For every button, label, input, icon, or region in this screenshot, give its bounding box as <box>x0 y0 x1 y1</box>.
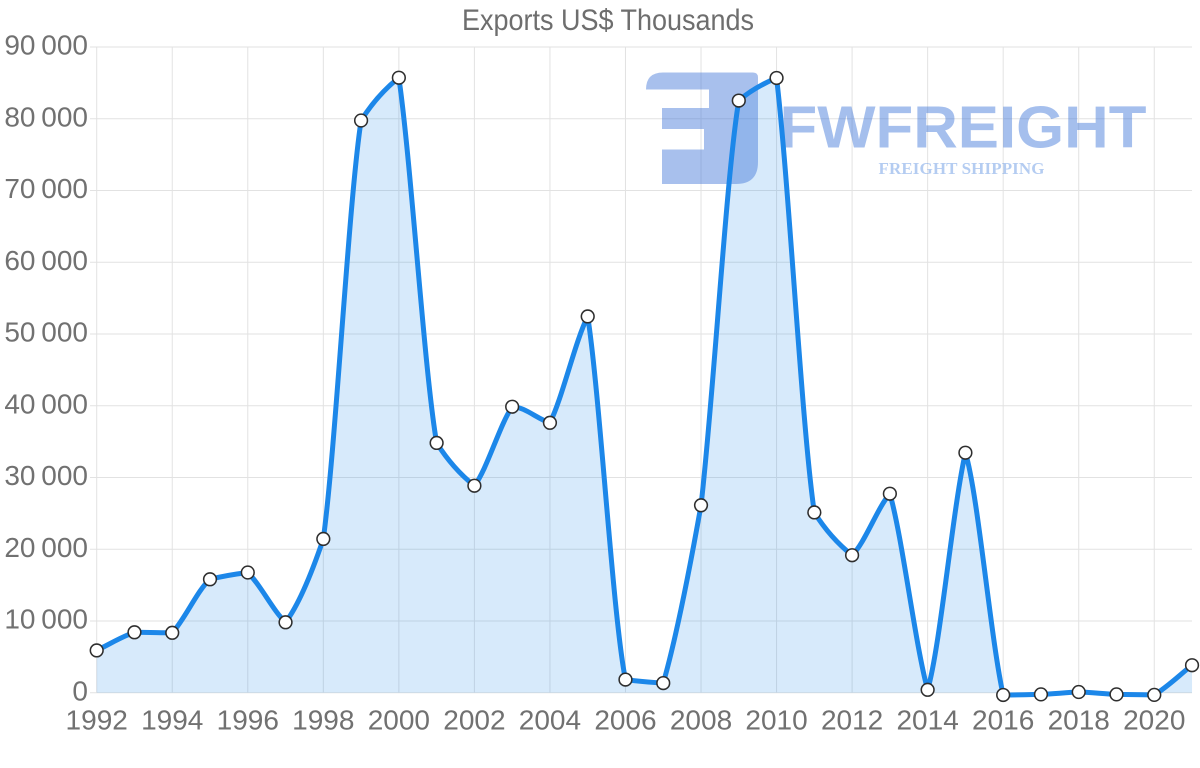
svg-text:0: 0 <box>72 675 88 706</box>
svg-text:30 000: 30 000 <box>4 460 88 491</box>
svg-text:2006: 2006 <box>594 705 656 736</box>
svg-text:2016: 2016 <box>972 705 1034 736</box>
svg-text:90 000: 90 000 <box>4 30 88 61</box>
svg-text:FWFREIGHT: FWFREIGHT <box>780 94 1147 160</box>
svg-text:2002: 2002 <box>443 705 505 736</box>
svg-text:2012: 2012 <box>821 705 883 736</box>
svg-text:2014: 2014 <box>896 705 958 736</box>
svg-text:80 000: 80 000 <box>4 101 88 132</box>
svg-text:2010: 2010 <box>745 705 807 736</box>
svg-text:70 000: 70 000 <box>4 173 88 204</box>
svg-text:20 000: 20 000 <box>4 532 88 563</box>
svg-text:50 000: 50 000 <box>4 317 88 348</box>
svg-text:1992: 1992 <box>66 705 128 736</box>
svg-text:40 000: 40 000 <box>4 388 88 419</box>
svg-text:60 000: 60 000 <box>4 245 88 276</box>
svg-text:2004: 2004 <box>519 705 581 736</box>
svg-text:2018: 2018 <box>1048 705 1110 736</box>
svg-text:1996: 1996 <box>217 705 279 736</box>
svg-text:10 000: 10 000 <box>4 604 88 635</box>
svg-text:2008: 2008 <box>670 705 732 736</box>
svg-text:Exports US$ Thousands: Exports US$ Thousands <box>462 4 754 37</box>
svg-text:1994: 1994 <box>141 705 203 736</box>
svg-text:FREIGHT SHIPPING: FREIGHT SHIPPING <box>879 159 1045 178</box>
svg-text:2000: 2000 <box>368 705 430 736</box>
svg-text:2020: 2020 <box>1123 705 1185 736</box>
svg-text:1998: 1998 <box>292 705 354 736</box>
